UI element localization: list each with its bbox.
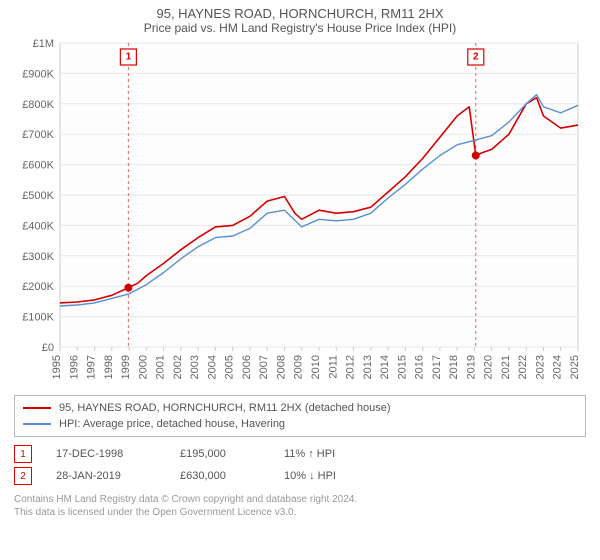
svg-text:£100K: £100K	[22, 312, 54, 324]
svg-text:2020: 2020	[483, 355, 495, 379]
svg-text:£700K: £700K	[22, 129, 54, 141]
svg-text:2018: 2018	[448, 355, 460, 379]
svg-text:£200K: £200K	[22, 281, 54, 293]
legend-item-0: 95, HAYNES ROAD, HORNCHURCH, RM11 2HX (d…	[59, 400, 391, 416]
svg-text:2019: 2019	[465, 355, 477, 379]
svg-text:2009: 2009	[293, 355, 305, 379]
svg-text:2021: 2021	[500, 355, 512, 379]
svg-text:£900K: £900K	[22, 68, 54, 80]
svg-text:£300K: £300K	[22, 251, 54, 263]
svg-text:2000: 2000	[137, 355, 149, 379]
svg-text:1996: 1996	[68, 355, 80, 379]
chart-subtitle: Price paid vs. HM Land Registry's House …	[14, 21, 586, 35]
marker-label: 2	[14, 467, 32, 485]
table-row: 1 17-DEC-1998 £195,000 11% ↑ HPI	[14, 443, 586, 465]
marker-label: 1	[14, 445, 32, 463]
svg-text:2002: 2002	[172, 355, 184, 379]
svg-text:£1M: £1M	[33, 39, 54, 50]
chart-title: 95, HAYNES ROAD, HORNCHURCH, RM11 2HX	[14, 6, 586, 21]
legend-item-1: HPI: Average price, detached house, Have…	[59, 416, 285, 432]
svg-text:2012: 2012	[345, 355, 357, 379]
svg-text:£800K: £800K	[22, 99, 54, 111]
svg-text:2010: 2010	[310, 355, 322, 379]
legend: 95, HAYNES ROAD, HORNCHURCH, RM11 2HX (d…	[14, 395, 586, 437]
svg-text:1995: 1995	[51, 355, 63, 379]
svg-text:1999: 1999	[120, 355, 132, 379]
svg-text:2007: 2007	[258, 355, 270, 379]
svg-text:£600K: £600K	[22, 160, 54, 172]
svg-text:2025: 2025	[569, 355, 581, 379]
svg-text:2014: 2014	[379, 355, 391, 379]
svg-text:2016: 2016	[414, 355, 426, 379]
svg-text:2017: 2017	[431, 355, 443, 379]
table-row: 2 28-JAN-2019 £630,000 10% ↓ HPI	[14, 465, 586, 487]
svg-text:2: 2	[473, 52, 479, 63]
svg-text:2001: 2001	[155, 355, 167, 379]
svg-text:2004: 2004	[206, 355, 218, 379]
svg-text:2008: 2008	[275, 355, 287, 379]
svg-text:2015: 2015	[396, 355, 408, 379]
svg-text:2022: 2022	[517, 355, 529, 379]
svg-text:2023: 2023	[534, 355, 546, 379]
transactions-table: 1 17-DEC-1998 £195,000 11% ↑ HPI 2 28-JA…	[14, 443, 586, 487]
svg-text:1998: 1998	[103, 355, 115, 379]
svg-text:2024: 2024	[552, 355, 564, 379]
svg-text:2006: 2006	[241, 355, 253, 379]
svg-text:£0: £0	[42, 342, 54, 354]
svg-text:2005: 2005	[224, 355, 236, 379]
svg-text:1: 1	[126, 52, 132, 63]
svg-text:2003: 2003	[189, 355, 201, 379]
footnote: Contains HM Land Registry data © Crown c…	[14, 493, 586, 519]
svg-text:£500K: £500K	[22, 190, 54, 202]
svg-text:2013: 2013	[362, 355, 374, 379]
svg-text:£400K: £400K	[22, 220, 54, 232]
price-chart: £0 £100K £200K £300K £400K £500K £600K £700K £80…	[14, 39, 586, 389]
svg-text:1997: 1997	[86, 355, 98, 379]
svg-text:2011: 2011	[327, 355, 339, 379]
